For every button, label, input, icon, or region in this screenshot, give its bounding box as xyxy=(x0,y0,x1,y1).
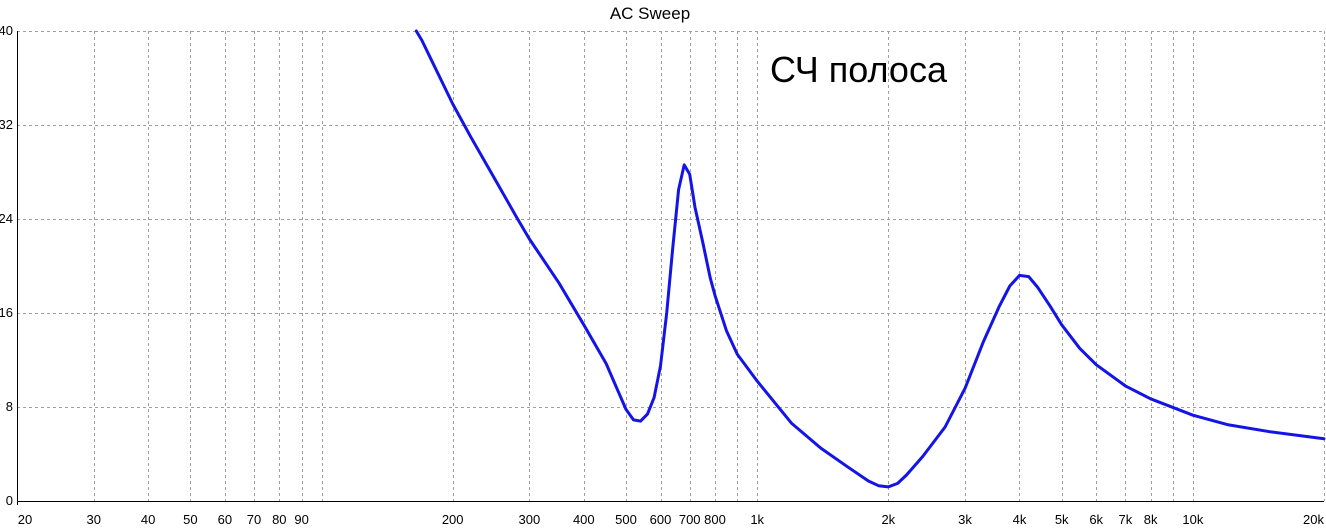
tick-labels: 20 30 40 50 60 70 80 90 200 300 400 500 600 700 800 1k 2… xyxy=(0,23,1324,527)
y-tick-label: 32 xyxy=(0,117,13,132)
x-tick-label: 20k xyxy=(1303,512,1324,527)
x-tick-label: 50 xyxy=(183,512,197,527)
x-tick-label: 500 xyxy=(615,512,637,527)
chart-annotation: СЧ полоса xyxy=(770,49,948,90)
x-tick-label: 800 xyxy=(704,512,726,527)
x-tick-label: 20 xyxy=(18,512,32,527)
x-tick-label: 4k xyxy=(1013,512,1027,527)
x-tick-label: 2k xyxy=(881,512,895,527)
y-tick-label: 24 xyxy=(0,211,13,226)
y-tick-label: 16 xyxy=(0,305,13,320)
x-tick-label: 300 xyxy=(519,512,541,527)
x-tick-label: 60 xyxy=(218,512,232,527)
x-tick-label: 5k xyxy=(1055,512,1069,527)
sweep-line xyxy=(414,29,1326,489)
x-tick-label: 40 xyxy=(141,512,155,527)
axis-layer xyxy=(17,31,1324,505)
x-tick-label: 6k xyxy=(1089,512,1103,527)
x-tick-label: 400 xyxy=(573,512,595,527)
x-tick-label: 600 xyxy=(650,512,672,527)
x-tick-label: 10k xyxy=(1182,512,1203,527)
chart-title: AC Sweep xyxy=(610,4,690,23)
x-tick-label: 1k xyxy=(750,512,764,527)
x-tick-label: 200 xyxy=(442,512,464,527)
series-layer xyxy=(414,29,1326,489)
y-tick-label: 8 xyxy=(6,399,13,414)
x-tick-label: 80 xyxy=(272,512,286,527)
x-tick-label: 7k xyxy=(1118,512,1132,527)
x-tick-label: 3k xyxy=(958,512,972,527)
x-tick-label: 700 xyxy=(679,512,701,527)
x-tick-label: 30 xyxy=(86,512,100,527)
x-tick-label: 70 xyxy=(247,512,261,527)
y-tick-label: 40 xyxy=(0,23,13,38)
x-tick-label: 90 xyxy=(294,512,308,527)
y-tick-label: 0 xyxy=(6,493,13,508)
grid-layer xyxy=(17,31,1325,501)
x-tick-label: 8k xyxy=(1144,512,1158,527)
